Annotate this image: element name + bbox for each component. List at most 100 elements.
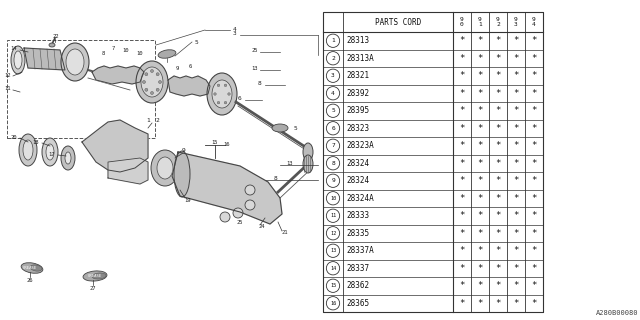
Text: *: * <box>477 246 483 255</box>
Text: 5: 5 <box>331 108 335 113</box>
Ellipse shape <box>14 51 22 69</box>
Text: 12: 12 <box>330 231 336 236</box>
Text: 12: 12 <box>4 73 12 77</box>
Circle shape <box>326 174 340 188</box>
Circle shape <box>326 34 340 47</box>
Text: 28324: 28324 <box>346 176 369 185</box>
Text: *: * <box>477 54 483 63</box>
Text: 9
0: 9 0 <box>460 17 464 27</box>
Circle shape <box>326 69 340 83</box>
Text: 10: 10 <box>137 51 143 55</box>
Text: 13: 13 <box>330 248 336 253</box>
Text: 9
2: 9 2 <box>496 17 500 27</box>
Ellipse shape <box>157 157 173 179</box>
Text: *: * <box>513 89 518 98</box>
Text: *: * <box>477 176 483 185</box>
Text: *: * <box>513 176 518 185</box>
Text: *: * <box>531 229 537 238</box>
Text: *: * <box>460 124 465 133</box>
Text: 28323A: 28323A <box>346 141 374 150</box>
Text: 28323: 28323 <box>346 124 369 133</box>
Text: *: * <box>531 194 537 203</box>
Text: *: * <box>460 246 465 255</box>
Ellipse shape <box>214 93 216 95</box>
Ellipse shape <box>245 185 255 195</box>
Text: *: * <box>460 89 465 98</box>
Circle shape <box>326 279 340 292</box>
Text: A280B00080: A280B00080 <box>595 310 638 316</box>
Text: *: * <box>477 299 483 308</box>
Ellipse shape <box>245 200 255 210</box>
Ellipse shape <box>11 46 25 74</box>
Text: *: * <box>495 124 500 133</box>
Text: *: * <box>460 71 465 80</box>
Text: *: * <box>495 299 500 308</box>
Text: *: * <box>495 106 500 115</box>
Circle shape <box>326 227 340 240</box>
Text: 22: 22 <box>52 34 60 38</box>
Text: 28324: 28324 <box>346 159 369 168</box>
Text: 6: 6 <box>238 95 242 100</box>
Text: *: * <box>477 106 483 115</box>
Ellipse shape <box>46 144 54 160</box>
Ellipse shape <box>158 50 176 58</box>
Ellipse shape <box>66 49 84 75</box>
Ellipse shape <box>217 84 220 87</box>
Text: *: * <box>460 229 465 238</box>
Text: *: * <box>477 211 483 220</box>
Ellipse shape <box>224 101 227 104</box>
Ellipse shape <box>207 73 237 115</box>
Text: *: * <box>495 141 500 150</box>
Circle shape <box>326 122 340 135</box>
Text: *: * <box>531 141 537 150</box>
Circle shape <box>326 297 340 310</box>
Text: 28395: 28395 <box>346 106 369 115</box>
Text: *: * <box>513 141 518 150</box>
Ellipse shape <box>141 67 163 97</box>
Text: 28313: 28313 <box>346 36 369 45</box>
Circle shape <box>326 139 340 152</box>
Text: *: * <box>531 124 537 133</box>
Bar <box>7 40 155 138</box>
Text: *: * <box>531 54 537 63</box>
Ellipse shape <box>228 93 230 95</box>
Text: 8: 8 <box>273 175 277 180</box>
Text: *: * <box>495 71 500 80</box>
Circle shape <box>326 262 340 275</box>
Ellipse shape <box>156 73 159 76</box>
Text: 25: 25 <box>252 47 259 52</box>
Text: *: * <box>495 194 500 203</box>
Text: *: * <box>513 124 518 133</box>
Circle shape <box>326 244 340 257</box>
Text: *: * <box>477 159 483 168</box>
Text: 8: 8 <box>331 161 335 166</box>
Text: *: * <box>460 176 465 185</box>
Polygon shape <box>24 48 65 70</box>
Text: *: * <box>477 141 483 150</box>
Text: *: * <box>513 299 518 308</box>
Text: 5: 5 <box>194 39 198 44</box>
Text: *: * <box>531 36 537 45</box>
Ellipse shape <box>272 124 288 132</box>
Text: 10: 10 <box>123 47 129 52</box>
Text: 16: 16 <box>330 301 336 306</box>
Text: *: * <box>513 106 518 115</box>
Circle shape <box>326 156 340 170</box>
Text: *: * <box>495 229 500 238</box>
Text: 10: 10 <box>330 196 336 201</box>
Ellipse shape <box>49 43 55 47</box>
Ellipse shape <box>303 155 313 173</box>
Ellipse shape <box>233 208 243 218</box>
Text: 7: 7 <box>331 143 335 148</box>
Text: 7: 7 <box>111 45 115 51</box>
Text: 28362: 28362 <box>346 281 369 290</box>
Text: 14: 14 <box>11 45 17 51</box>
Text: 28337A: 28337A <box>346 246 374 255</box>
Ellipse shape <box>145 88 148 91</box>
Text: 1: 1 <box>146 117 150 123</box>
Text: 17: 17 <box>49 151 55 156</box>
Text: 27: 27 <box>90 285 96 291</box>
Text: 19: 19 <box>185 197 191 203</box>
Text: *: * <box>460 211 465 220</box>
Text: 9: 9 <box>181 148 185 153</box>
